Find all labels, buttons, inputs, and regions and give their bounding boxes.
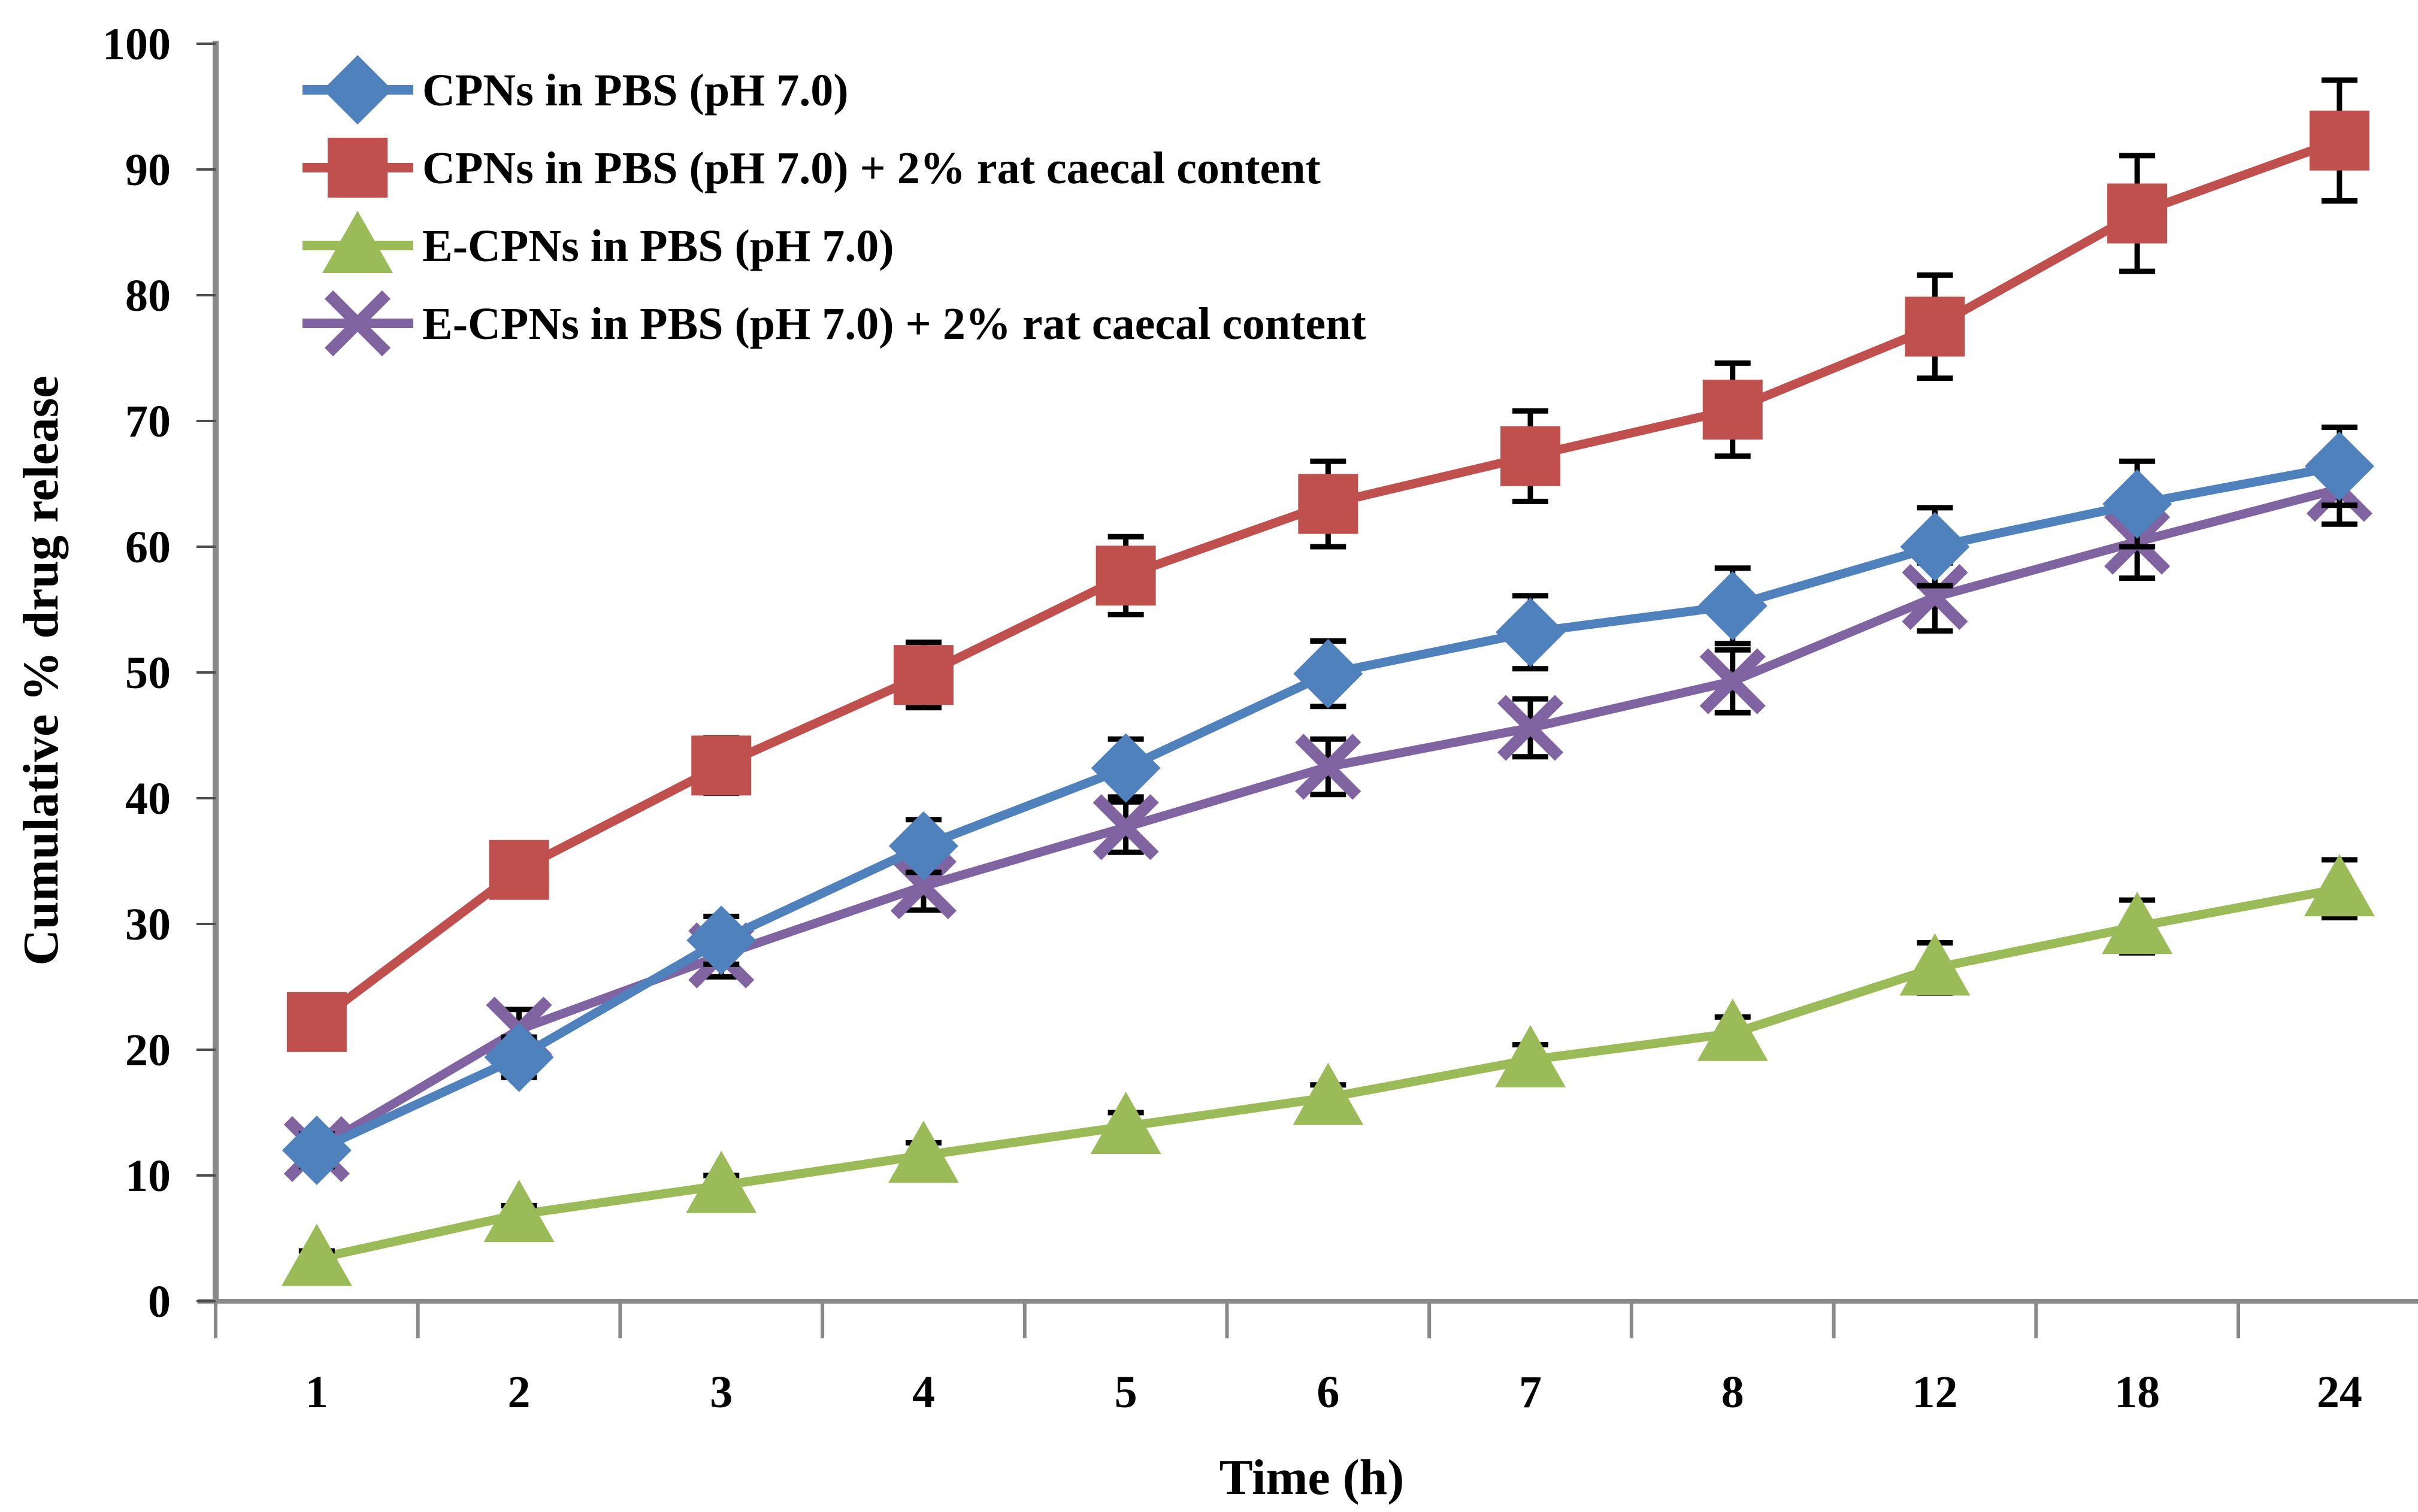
y-tick-label: 90: [125, 145, 171, 195]
series-marker-triangle: [281, 1223, 352, 1286]
series-marker-diamond: [1900, 512, 1970, 581]
series-marker-triangle: [1090, 1092, 1161, 1155]
series-marker-x: [1295, 734, 1361, 800]
series-marker-x: [1093, 794, 1159, 860]
x-tick-label: 7: [1519, 1367, 1542, 1417]
x-axis-title: Time (h): [1219, 1450, 1405, 1505]
series-marker-diamond: [686, 905, 756, 975]
x-tick-label: 8: [1721, 1367, 1744, 1417]
series-marker-triangle: [888, 1120, 959, 1183]
x-tick-label: 4: [912, 1367, 935, 1417]
series-marker-square: [1500, 426, 1561, 486]
series-line: [314, 136, 2341, 1026]
legend: CPNs in PBS (pH 7.0) CPNs in PBS (pH 7.0)…: [302, 55, 1366, 357]
series-marker-x: [324, 290, 391, 357]
series-marker-triangle: [1293, 1062, 1364, 1125]
series-marker-x: [1497, 695, 1564, 761]
series-3: [283, 451, 2372, 1182]
x-tick-label: 3: [710, 1367, 733, 1417]
y-tick-label: 50: [125, 648, 171, 698]
series-marker-x: [1699, 648, 1766, 714]
legend-label: E-CPNs in PBS (pH 7.0): [422, 221, 894, 271]
series-marker-triangle: [2102, 892, 2173, 955]
y-tick-label: 0: [148, 1277, 171, 1327]
series-marker-triangle: [1697, 998, 1768, 1061]
y-axis-title: Cumulative % drug release: [13, 375, 69, 965]
series-marker-square: [1702, 380, 1763, 440]
legend-item-0: CPNs in PBS (pH 7.0): [302, 55, 849, 125]
series-marker-square: [1095, 546, 1156, 606]
series-marker-x: [890, 853, 957, 920]
series-marker-square: [1298, 474, 1358, 534]
x-tick-label: 1: [305, 1367, 328, 1417]
series-marker-diamond: [1091, 733, 1161, 803]
x-tick-label: 18: [2114, 1367, 2160, 1417]
series-marker-diamond: [1697, 571, 1768, 641]
series-marker-triangle: [686, 1150, 757, 1213]
series-marker-square: [893, 645, 954, 705]
legend-label: E-CPNs in PBS (pH 7.0) + 2% rat caecal c…: [422, 299, 1366, 349]
legend-item-3: E-CPNs in PBS (pH 7.0) + 2% rat caecal c…: [302, 290, 1366, 357]
series-marker-square: [286, 992, 347, 1052]
x-tick-label: 24: [2317, 1367, 2362, 1417]
series-marker-triangle: [2304, 854, 2375, 917]
y-tick-label: 80: [125, 271, 171, 321]
y-tick-label: 30: [125, 899, 171, 950]
series-marker-diamond: [888, 811, 958, 881]
series-marker-square: [691, 735, 752, 796]
y-tick-label: 10: [125, 1151, 171, 1201]
legend-item-2: E-CPNs in PBS (pH 7.0): [302, 211, 894, 273]
y-tick-label: 60: [125, 522, 171, 572]
series-marker-diamond: [1293, 639, 1363, 709]
legend-item-1: CPNs in PBS (pH 7.0) + 2% rat caecal con…: [302, 138, 1321, 198]
series-marker-triangle: [322, 211, 393, 273]
series-marker-diamond: [2304, 431, 2374, 501]
series-marker-square: [1905, 296, 1965, 357]
series-1: [286, 77, 2369, 1052]
series-marker-diamond: [323, 55, 392, 125]
series-marker-x: [1902, 563, 1968, 631]
series-2: [281, 854, 2375, 1286]
x-tick-label: 5: [1115, 1367, 1137, 1417]
series-marker-square: [328, 138, 388, 198]
y-tick-label: 100: [102, 19, 171, 69]
x-tick-label: 6: [1317, 1367, 1339, 1417]
series-marker-diamond: [2102, 469, 2172, 539]
series-marker-square: [489, 840, 549, 900]
series-marker-triangle: [483, 1180, 555, 1243]
series-marker-diamond: [1496, 597, 1566, 667]
series-marker-triangle: [1899, 933, 1971, 996]
series-marker-diamond: [282, 1116, 352, 1185]
y-tick-label: 70: [125, 396, 171, 447]
series-marker-triangle: [1495, 1025, 1566, 1087]
series-marker-square: [2309, 110, 2369, 171]
y-tick-label: 40: [125, 774, 171, 824]
series-marker-diamond: [484, 1022, 554, 1092]
series-0: [282, 425, 2374, 1185]
legend-label: CPNs in PBS (pH 7.0) + 2% rat caecal con…: [422, 143, 1321, 193]
x-tick-label: 2: [508, 1367, 531, 1417]
legend-label: CPNs in PBS (pH 7.0): [422, 65, 849, 116]
x-tick-label: 12: [1912, 1367, 1957, 1417]
y-tick-label: 20: [125, 1025, 171, 1075]
series-marker-square: [2107, 183, 2168, 244]
